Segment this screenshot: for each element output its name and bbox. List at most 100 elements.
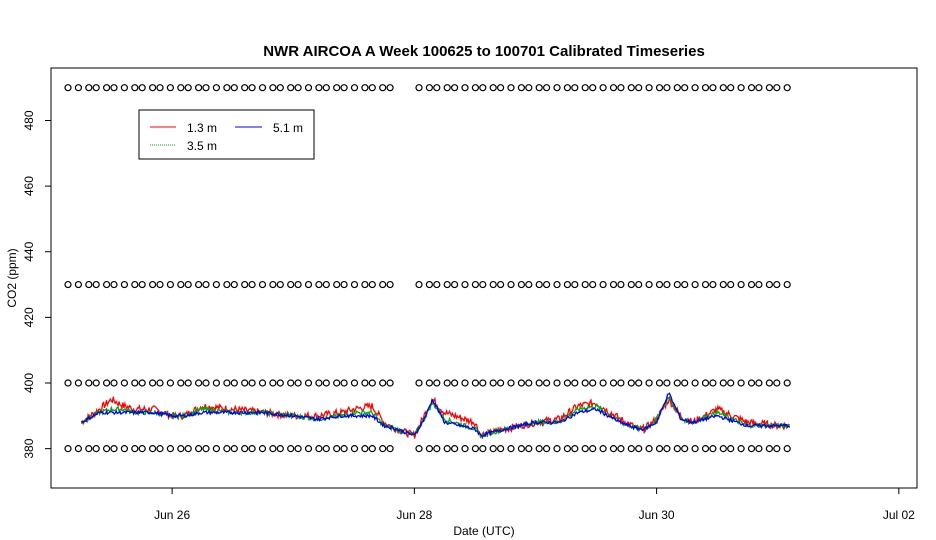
marker-2-1	[74, 379, 83, 387]
marker-1-26	[304, 280, 313, 289]
marker-1-65	[681, 280, 689, 289]
marker-1-7	[131, 280, 139, 289]
y-tick-label-0: 380	[22, 438, 36, 458]
marker-3-24	[287, 445, 295, 453]
marker-0-17	[223, 84, 231, 92]
marker-3-64	[673, 445, 681, 453]
marker-2-4	[102, 379, 111, 387]
marker-0-51	[553, 84, 561, 92]
marker-0-8	[138, 84, 146, 92]
marker-2-47	[517, 379, 526, 387]
marker-2-53	[571, 379, 579, 387]
marker-1-75	[773, 280, 781, 289]
marker-3-5	[110, 445, 118, 453]
marker-1-14	[195, 280, 203, 289]
marker-2-12	[177, 379, 185, 387]
marker-1-47	[517, 280, 526, 289]
marker-0-30	[340, 84, 348, 92]
marker-2-35	[386, 379, 394, 387]
marker-2-58	[617, 379, 625, 387]
y-tick-label-2: 420	[22, 307, 36, 327]
marker-3-65	[681, 445, 689, 453]
marker-2-38	[433, 379, 441, 387]
marker-0-40	[451, 84, 459, 92]
marker-1-1	[74, 280, 83, 289]
marker-3-18	[230, 445, 238, 453]
x-tick-label-2: Jun 30	[639, 508, 675, 522]
marker-3-38	[433, 445, 441, 453]
marker-3-70	[727, 445, 735, 453]
marker-2-36	[415, 379, 423, 387]
marker-1-62	[655, 280, 664, 289]
marker-1-20	[248, 280, 256, 289]
marker-1-34	[379, 280, 387, 289]
marker-0-10	[156, 84, 164, 92]
marker-1-41	[461, 280, 469, 289]
marker-1-13	[184, 280, 192, 289]
marker-3-22	[269, 445, 277, 453]
marker-0-58	[617, 84, 625, 92]
marker-2-72	[747, 379, 756, 387]
series-line-0	[80, 395, 791, 439]
marker-1-8	[138, 280, 146, 289]
marker-0-14	[195, 84, 203, 92]
marker-3-50	[542, 445, 551, 453]
marker-0-65	[681, 84, 689, 92]
marker-3-29	[333, 445, 341, 453]
marker-0-12	[177, 84, 185, 92]
marker-0-60	[635, 84, 643, 92]
marker-0-6	[120, 84, 129, 92]
marker-2-32	[361, 379, 369, 387]
marker-0-47	[517, 84, 526, 92]
marker-3-8	[138, 445, 146, 453]
marker-0-59	[627, 84, 635, 92]
marker-2-33	[368, 379, 376, 387]
marker-3-15	[202, 445, 210, 453]
marker-3-51	[553, 445, 561, 453]
marker-0-29	[333, 84, 341, 92]
marker-3-16	[212, 445, 220, 453]
marker-3-54	[581, 445, 589, 453]
marker-2-63	[663, 379, 671, 387]
marker-2-56	[599, 379, 607, 387]
marker-2-67	[701, 379, 710, 387]
marker-2-71	[737, 379, 745, 387]
marker-1-18	[230, 280, 238, 289]
marker-0-46	[507, 84, 515, 92]
marker-3-67	[701, 445, 710, 453]
marker-3-0	[64, 445, 72, 453]
marker-2-24	[287, 379, 295, 387]
marker-1-15	[202, 280, 210, 289]
marker-2-28	[322, 379, 330, 387]
legend-label-3-5m: 3.5 m	[187, 139, 217, 153]
marker-2-49	[535, 379, 543, 387]
marker-3-9	[149, 445, 157, 453]
marker-3-27	[315, 445, 323, 453]
marker-1-12	[177, 280, 185, 289]
marker-2-7	[131, 379, 139, 387]
marker-3-31	[350, 445, 359, 453]
marker-1-21	[258, 280, 267, 289]
marker-0-26	[304, 84, 313, 92]
marker-3-52	[563, 445, 572, 453]
marker-3-40	[451, 445, 459, 453]
marker-2-39	[443, 379, 451, 387]
marker-1-17	[223, 280, 231, 289]
marker-2-14	[195, 379, 203, 387]
marker-1-37	[425, 280, 433, 289]
marker-3-61	[645, 445, 653, 453]
marker-3-7	[131, 445, 139, 453]
marker-1-24	[287, 280, 295, 289]
marker-0-2	[85, 84, 93, 92]
marker-2-62	[655, 379, 664, 387]
marker-0-76	[783, 84, 791, 92]
marker-3-66	[691, 445, 699, 453]
marker-2-6	[120, 379, 129, 387]
marker-2-19	[241, 379, 249, 387]
marker-0-62	[655, 84, 664, 92]
marker-2-51	[553, 379, 561, 387]
marker-3-20	[248, 445, 256, 453]
marker-0-48	[525, 84, 533, 92]
marker-2-25	[294, 379, 302, 387]
marker-2-5	[110, 379, 118, 387]
